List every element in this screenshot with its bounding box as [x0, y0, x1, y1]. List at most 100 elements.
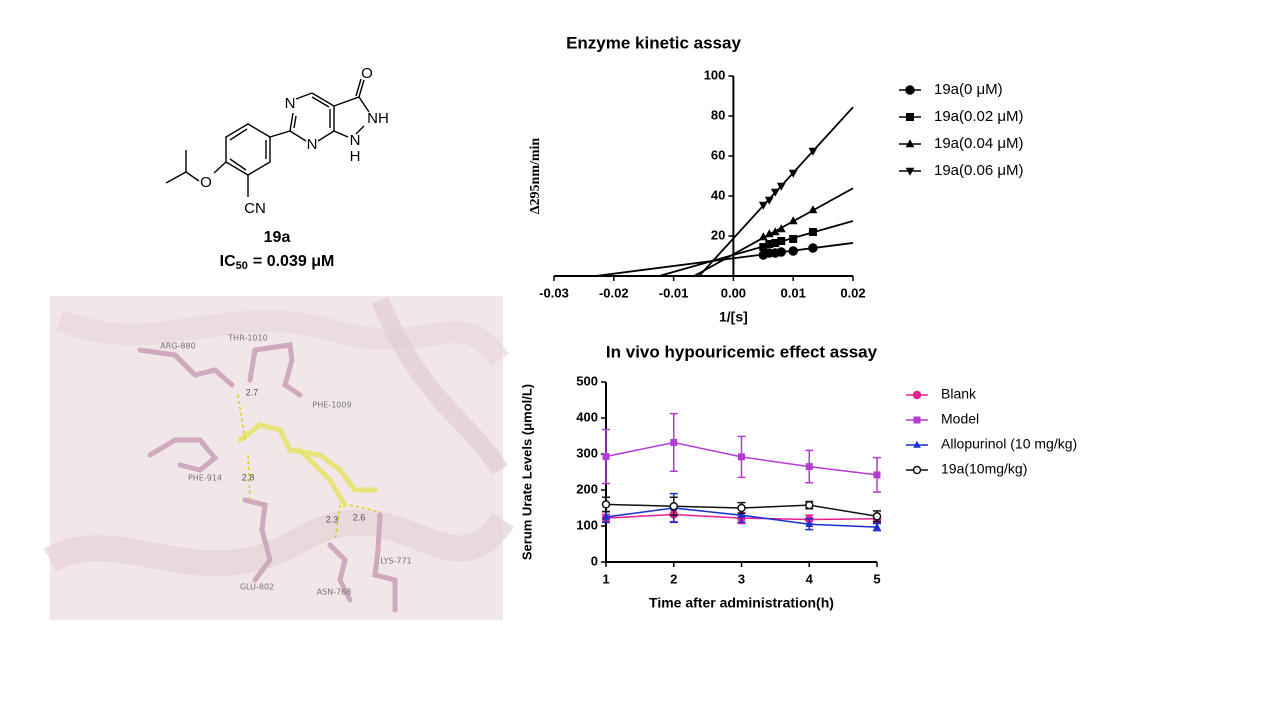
- chart-title: Enzyme kinetic assay: [566, 33, 741, 52]
- x-tick-label: 0.01: [781, 285, 806, 300]
- marker: [771, 239, 780, 247]
- marker: [905, 167, 915, 176]
- docking-background: [50, 296, 503, 620]
- atom-label: CN: [244, 200, 266, 217]
- compound-name: 19a: [264, 229, 291, 246]
- marker: [788, 169, 798, 178]
- legend-label: 19a(10mg/kg): [941, 461, 1027, 477]
- x-tick-label: -0.03: [539, 285, 569, 300]
- residue-label: LYS-771: [380, 557, 412, 566]
- marker: [905, 85, 915, 95]
- y-tick-label: 500: [576, 373, 598, 388]
- marker: [670, 438, 678, 446]
- marker: [737, 511, 746, 518]
- y-tick-label: 100: [576, 517, 598, 532]
- y-tick-label: 100: [704, 67, 726, 82]
- marker: [759, 243, 768, 251]
- y-axis-label: Δ295nm/min: [528, 138, 543, 215]
- y-tick-label: 60: [711, 147, 725, 162]
- marker: [765, 240, 774, 248]
- marker: [601, 500, 611, 509]
- x-tick-label: 5: [873, 571, 880, 586]
- distance-label: 2.7: [246, 387, 259, 397]
- marker: [788, 216, 798, 225]
- x-tick-label: -0.02: [599, 285, 629, 300]
- ic50-symbol: IC: [220, 253, 236, 270]
- atom-label: O: [361, 65, 373, 82]
- atom-label: N: [350, 132, 361, 149]
- residue-label: ASN-768: [317, 588, 352, 597]
- marker: [808, 205, 818, 214]
- marker: [805, 463, 813, 471]
- y-tick-label: 40: [711, 187, 725, 202]
- y-tick-label: 400: [576, 409, 598, 424]
- residue-label: PHE-914: [188, 474, 222, 483]
- residue-label: PHE-1009: [312, 401, 351, 410]
- marker: [738, 453, 745, 461]
- fit-line: [658, 220, 854, 277]
- ic50-subscript: 50: [236, 260, 248, 272]
- marker: [808, 147, 818, 156]
- legend-label: 19a(0.02 μM): [934, 108, 1024, 125]
- legend-label: Allopurinol (10 mg/kg): [941, 436, 1077, 452]
- marker: [602, 512, 610, 520]
- structure: O N NH N N H O CN 19a IC50 = 0.039 μM: [165, 65, 389, 272]
- x-tick-label: -0.01: [659, 285, 689, 300]
- marker: [906, 113, 914, 121]
- marker: [737, 503, 746, 513]
- atom-label: O: [200, 174, 212, 191]
- x-axis-label: 1/[s]: [719, 309, 748, 325]
- ic50-value: = 0.039 μM: [253, 253, 334, 270]
- marker: [912, 465, 922, 475]
- atom-label: N: [285, 95, 296, 112]
- marker: [913, 416, 921, 424]
- marker: [873, 471, 881, 479]
- x-tick-label: 2: [670, 571, 677, 586]
- y-tick-label: 80: [711, 107, 725, 122]
- y-axis-label: Serum Urate Levels (μmol/L): [519, 384, 534, 560]
- x-tick-label: 1: [602, 571, 609, 586]
- atom-label: NH: [367, 110, 389, 127]
- distance-label: 2.3: [326, 514, 339, 524]
- marker: [669, 501, 678, 511]
- marker: [770, 188, 780, 197]
- x-axis-label: Time after administration(h): [649, 595, 834, 611]
- marker: [770, 227, 780, 236]
- legend-label: Model: [941, 411, 979, 427]
- marker: [789, 235, 798, 243]
- residue-label: GLU-802: [240, 583, 274, 592]
- ic50: IC50 = 0.039 μM: [220, 253, 335, 272]
- residue-label: ARG-880: [160, 342, 195, 351]
- marker: [912, 390, 922, 400]
- charts: Enzyme kinetic assay -0.03 -0.02 -0.01 0.00 0…: [519, 33, 1077, 610]
- marker: [758, 232, 768, 241]
- residue-label: THR-1010: [227, 334, 267, 343]
- legend-label: 19a(0.04 μM): [934, 135, 1024, 152]
- chart-title: In vivo hypouricemic effect assay: [606, 342, 878, 361]
- marker: [873, 522, 881, 530]
- x-tick-label: 0.00: [721, 285, 746, 300]
- marker: [905, 139, 915, 148]
- x-tick-label: 0.02: [840, 285, 865, 300]
- atom-label: H: [350, 148, 361, 165]
- marker: [788, 246, 798, 256]
- marker: [758, 201, 768, 210]
- marker: [808, 228, 817, 236]
- x-tick-label: 3: [738, 571, 745, 586]
- x-tick-label: 4: [806, 571, 814, 586]
- marker: [776, 224, 786, 233]
- atom-label: N: [307, 136, 318, 153]
- marker: [776, 247, 786, 257]
- marker: [805, 500, 814, 510]
- marker: [776, 182, 786, 191]
- marker: [764, 196, 774, 205]
- legend-label: 19a(0.06 μM): [934, 162, 1024, 179]
- marker: [777, 237, 786, 245]
- y-tick-label: 20: [711, 227, 725, 242]
- y-tick-label: 0: [591, 553, 598, 568]
- y-tick-label: 200: [576, 481, 598, 496]
- marker: [805, 520, 814, 527]
- distance-label: 2.8: [242, 472, 255, 482]
- distance-label: 2.6: [353, 512, 366, 522]
